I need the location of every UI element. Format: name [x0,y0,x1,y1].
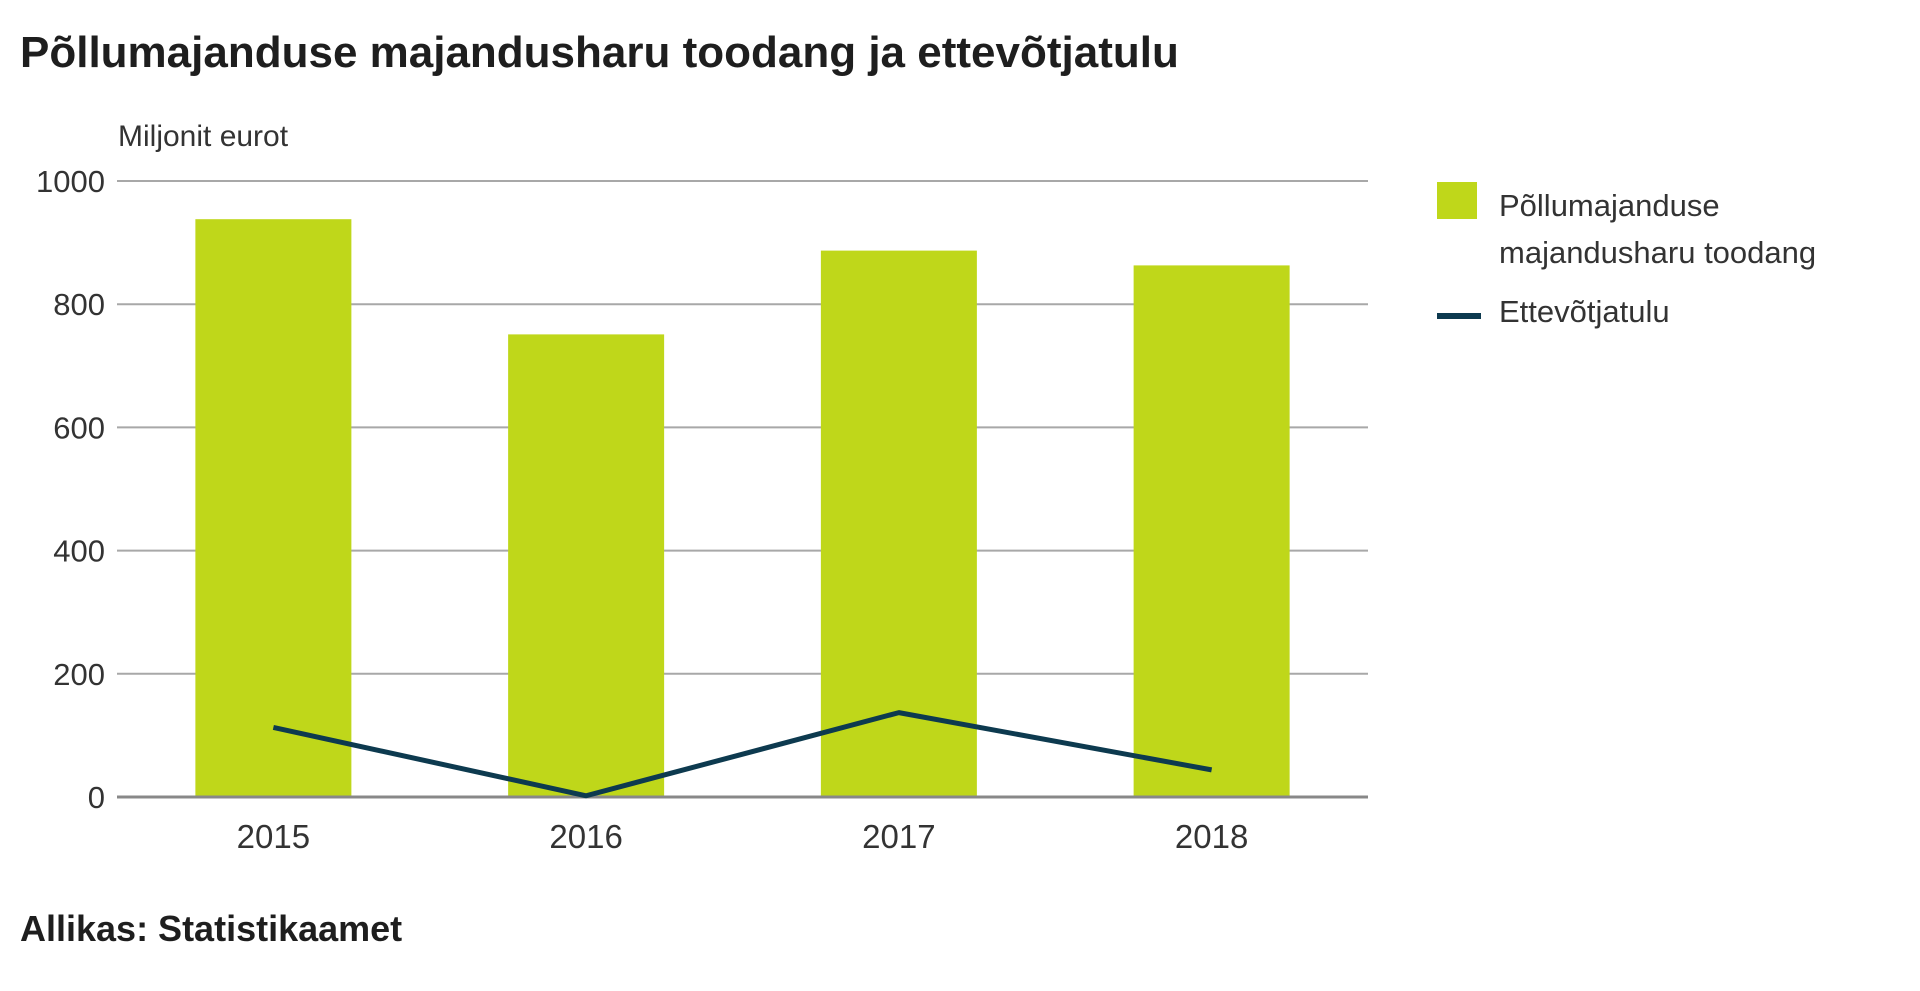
x-tick-label: 2015 [237,818,310,855]
bar-2016 [508,334,665,797]
y-tick-label: 200 [53,657,105,692]
line-series-ettevotjatulu [272,710,1213,799]
y-tick-label: 600 [53,410,105,445]
legend-label-bar: Põllumajanduse majandusharu toodang [1499,188,1817,270]
bar-2015 [195,219,352,797]
x-tick-label: 2018 [1175,818,1248,855]
y-tick-label: 400 [53,534,105,569]
legend-swatch-bar [1437,182,1477,219]
y-tick-label: 1000 [36,164,105,199]
x-tick-label: 2016 [549,818,622,855]
legend-swatch-line [1437,313,1481,319]
x-tick-label: 2017 [862,818,935,855]
bar-2018 [1133,265,1290,798]
bar-2017 [820,250,977,797]
y-tick-label: 800 [53,287,105,322]
legend-label-line: Ettevõtjatulu [1499,294,1670,329]
y-tick-label: 0 [88,780,105,815]
source-note: Allikas: Statistikaamet [20,908,403,949]
chart-title: Põllumajanduse majandusharu toodang ja e… [20,28,1179,77]
y-axis-label: Miljonit eurot [118,120,289,153]
